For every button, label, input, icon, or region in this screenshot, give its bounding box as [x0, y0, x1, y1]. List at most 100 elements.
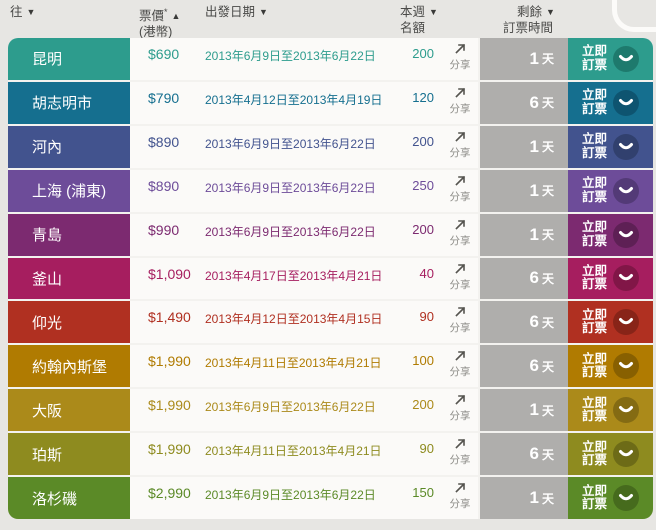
- book-now-label-line2: 訂票: [581, 57, 607, 72]
- chevron-down-circle-icon: [613, 485, 639, 512]
- destination-cell[interactable]: 釜山: [8, 257, 130, 300]
- book-now-label-line2: 訂票: [581, 321, 607, 336]
- destination-cell[interactable]: 大阪: [8, 389, 130, 432]
- chevron-down-circle-icon: [613, 441, 639, 468]
- day-unit-label: 天: [541, 52, 554, 67]
- destination-cell[interactable]: 洛杉磯: [8, 477, 130, 519]
- remaining-days-value: 6: [529, 312, 539, 332]
- book-now-label-line1: 立即: [581, 88, 607, 103]
- weekly-quota-value: 200: [412, 46, 434, 61]
- share-label: 分享: [449, 234, 471, 247]
- destination-label: 昆明: [32, 51, 63, 69]
- remaining-days-value: 6: [529, 444, 539, 464]
- fares-table: 昆明 $690 2013年6月9日至2013年6月22日 200 分享 1 天 …: [8, 38, 653, 519]
- remaining-days-cell: 1 天: [478, 389, 568, 432]
- price-value: $1,490: [148, 309, 191, 326]
- book-now-label-line1: 立即: [581, 44, 607, 59]
- destination-cell[interactable]: 昆明: [8, 38, 130, 80]
- col-destination-label: 往: [10, 5, 23, 19]
- destination-cell[interactable]: 珀斯: [8, 433, 130, 476]
- destination-label: 青島: [32, 227, 63, 245]
- share-button[interactable]: 分享: [447, 437, 473, 467]
- share-button[interactable]: 分享: [447, 174, 473, 204]
- remaining-days-cell: 1 天: [478, 169, 568, 212]
- weekly-quota-value: 120: [412, 89, 434, 105]
- remaining-days-cell: 6 天: [478, 301, 568, 344]
- book-now-label-line1: 立即: [581, 439, 607, 454]
- book-now-button[interactable]: 立即 訂票: [568, 257, 653, 300]
- remaining-days-value: 6: [529, 268, 539, 288]
- day-unit-label: 天: [541, 403, 554, 418]
- destination-label: 約翰內斯堡: [32, 358, 108, 376]
- book-now-label-line2: 訂票: [581, 365, 607, 380]
- col-header-date[interactable]: 出發日期 ▼: [205, 5, 268, 21]
- book-now-button[interactable]: 立即 訂票: [568, 81, 653, 124]
- fare-details-cell: $890 2013年6月9日至2013年6月22日 250 分享: [130, 169, 478, 212]
- destination-cell[interactable]: 仰光: [8, 301, 130, 344]
- share-button[interactable]: 分享: [447, 130, 473, 160]
- destination-label: 洛杉磯: [32, 490, 78, 508]
- share-button[interactable]: 分享: [447, 393, 473, 423]
- sort-desc-icon: ▼: [26, 7, 36, 17]
- share-arrow-icon: [454, 175, 465, 186]
- remaining-days-value: 1: [529, 400, 539, 420]
- destination-cell[interactable]: 青島: [8, 213, 130, 256]
- book-now-label-line1: 立即: [581, 132, 607, 147]
- book-now-label-line2: 訂票: [581, 101, 607, 116]
- share-label: 分享: [449, 278, 471, 291]
- book-now-button[interactable]: 立即 訂票: [568, 38, 653, 80]
- share-button[interactable]: 分享: [447, 349, 473, 379]
- book-now-label-line2: 訂票: [581, 497, 607, 512]
- chevron-down-circle-icon: [613, 133, 639, 160]
- price-value: $1,090: [148, 265, 191, 282]
- destination-cell[interactable]: 胡志明市: [8, 81, 130, 124]
- book-now-button[interactable]: 立即 訂票: [568, 345, 653, 388]
- price-value: $890: [148, 133, 180, 150]
- remaining-days-cell: 6 天: [478, 81, 568, 124]
- destination-label: 大阪: [32, 402, 63, 420]
- destination-cell[interactable]: 上海 (浦東): [8, 169, 130, 212]
- day-unit-label: 天: [541, 359, 554, 374]
- share-arrow-icon: [454, 439, 465, 449]
- destination-label: 上海 (浦東): [32, 183, 107, 201]
- col-quota-label-line1: 本週: [400, 5, 426, 19]
- table-header: 往 ▼ 票價* ▲ (港幣) 出發日期 ▼ 本週 ▼ 名額 剩餘 ▼ 訂票時間: [0, 0, 656, 40]
- col-header-quota[interactable]: 本週 ▼ 名額: [400, 5, 438, 36]
- book-now-button[interactable]: 立即 訂票: [568, 169, 653, 212]
- remaining-days-value: 1: [529, 180, 539, 200]
- col-header-price[interactable]: 票價* ▲ (港幣): [139, 5, 180, 40]
- share-button[interactable]: 分享: [447, 481, 473, 511]
- fare-details-cell: $1,990 2013年4月11日至2013年4月21日 100 分享: [130, 345, 478, 388]
- chevron-down-circle-icon: [613, 177, 639, 204]
- book-now-label-line2: 訂票: [581, 145, 607, 160]
- fare-details-cell: $790 2013年4月12日至2013年4月19日 120 分享: [130, 81, 478, 124]
- destination-cell[interactable]: 約翰內斯堡: [8, 345, 130, 388]
- fare-row: 珀斯 $1,990 2013年4月11日至2013年4月21日 90 分享 6 …: [8, 433, 653, 476]
- share-button[interactable]: 分享: [447, 218, 473, 248]
- travel-dates: 2013年4月12日至2013年4月19日: [205, 92, 383, 107]
- book-now-label-line2: 訂票: [581, 189, 607, 204]
- share-button[interactable]: 分享: [447, 305, 473, 335]
- sort-desc-icon: ▼: [429, 7, 438, 17]
- book-now-button[interactable]: 立即 訂票: [568, 433, 653, 476]
- book-now-button[interactable]: 立即 訂票: [568, 389, 653, 432]
- book-now-button[interactable]: 立即 訂票: [568, 477, 653, 519]
- share-button[interactable]: 分享: [447, 86, 473, 116]
- col-price-label: 票價: [139, 9, 165, 24]
- travel-dates: 2013年6月9日至2013年6月22日: [205, 180, 376, 195]
- book-now-button[interactable]: 立即 訂票: [568, 125, 653, 168]
- col-header-destination[interactable]: 往 ▼: [10, 5, 35, 21]
- destination-cell[interactable]: 河內: [8, 125, 130, 168]
- weekly-quota-value: 200: [412, 397, 434, 413]
- share-arrow-icon: [454, 87, 465, 98]
- fare-row: 仰光 $1,490 2013年4月12日至2013年4月15日 90 分享 6 …: [8, 301, 653, 344]
- book-now-button[interactable]: 立即 訂票: [568, 213, 653, 256]
- share-button[interactable]: 分享: [447, 42, 473, 72]
- share-button[interactable]: 分享: [447, 262, 473, 292]
- price-value: $1,990: [148, 397, 191, 414]
- day-unit-label: 天: [541, 271, 554, 286]
- weekly-quota-value: 90: [419, 441, 434, 457]
- col-header-remaining[interactable]: 剩餘 ▼ 訂票時間: [503, 5, 555, 36]
- share-arrow-icon: [454, 263, 465, 274]
- book-now-button[interactable]: 立即 訂票: [568, 301, 653, 344]
